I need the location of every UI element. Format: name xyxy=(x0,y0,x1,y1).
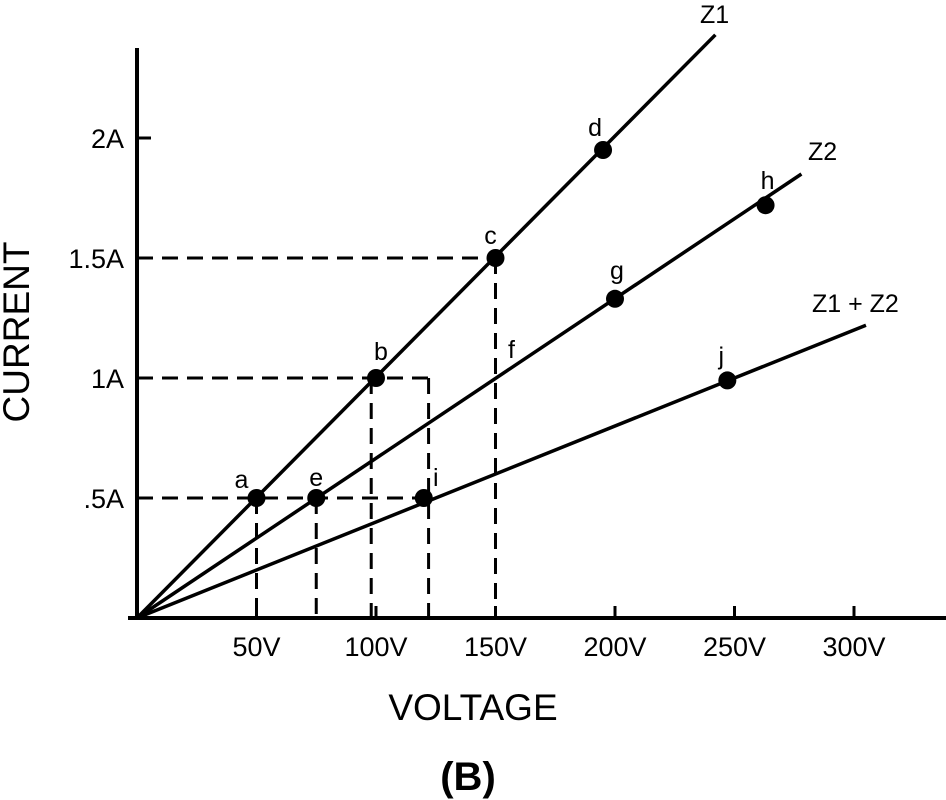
x-tick-label-50: 50V xyxy=(232,632,280,662)
y-axis-title: CURRENT xyxy=(0,242,37,423)
figure-label: (B) xyxy=(440,755,496,799)
series-lines xyxy=(135,33,867,620)
point-label-a: a xyxy=(235,466,249,494)
point-label-j: j xyxy=(718,342,725,370)
point-label-g: g xyxy=(610,257,624,285)
x-tick-label-250: 250V xyxy=(703,632,766,662)
data-point-d xyxy=(594,141,613,159)
x-tick-label-150: 150V xyxy=(464,632,527,662)
series-line-z1-z2 xyxy=(136,323,867,620)
x-axis-title: VOLTAGE xyxy=(388,687,557,728)
data-point-g xyxy=(606,289,624,308)
tick-marks: 50V 100V 150V 200V 250V 300V .5A 1A 1.5A 2A xyxy=(68,124,885,662)
series-label-z1: Z1 xyxy=(700,1,729,29)
point-label-h: h xyxy=(761,167,775,195)
y-tick-label-0.5: .5A xyxy=(83,484,124,514)
series-label-z2: Z2 xyxy=(808,138,837,166)
data-point-b xyxy=(367,369,385,387)
x-tick-label-300: 300V xyxy=(822,632,885,662)
data-point-a xyxy=(247,489,266,507)
axes xyxy=(128,48,946,620)
data-point-i xyxy=(414,489,433,507)
series-label-z1-z2: Z1 + Z2 xyxy=(812,290,899,318)
annotation-label-f: f xyxy=(508,336,515,364)
data-point-c xyxy=(486,249,505,267)
point-label-e: e xyxy=(309,464,323,492)
y-tick-label-1: 1A xyxy=(91,364,124,394)
y-tick-label-1.5: 1.5A xyxy=(68,244,124,274)
data-point-h xyxy=(756,196,775,215)
series-line-z2 xyxy=(136,172,803,620)
y-tick-label-2: 2A xyxy=(91,124,124,154)
series-line-z1 xyxy=(135,33,717,620)
point-label-c: c xyxy=(484,222,497,250)
data-point-e xyxy=(307,489,326,507)
data-points xyxy=(247,141,775,507)
point-label-d: d xyxy=(588,114,602,142)
point-label-i: i xyxy=(433,464,439,492)
point-label-b: b xyxy=(374,338,388,366)
dashed-guide-lines xyxy=(137,256,497,618)
data-point-j xyxy=(718,371,737,390)
x-tick-label-200: 200V xyxy=(583,632,646,662)
chart-labels: Z1 Z2 Z1 + Z2 a b c d e g h i j f xyxy=(235,1,899,494)
x-tick-label-100: 100V xyxy=(344,632,407,662)
